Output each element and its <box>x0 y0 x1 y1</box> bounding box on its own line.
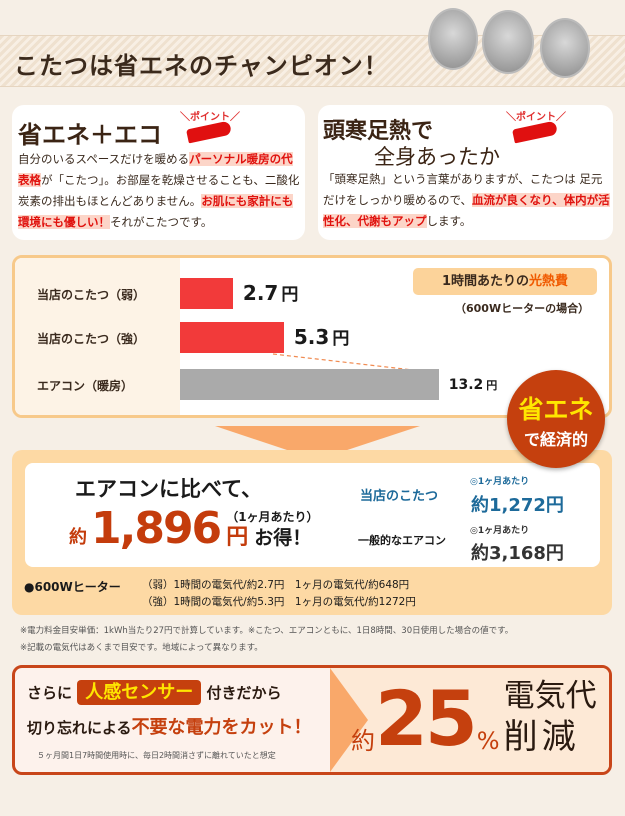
value-unit: 円 <box>332 329 350 349</box>
point-label: ＼ポイント／ <box>506 112 566 123</box>
value-number: 2.7 <box>242 281 279 305</box>
text: が「こたつ」。お部屋を乾燥させることも、二酸化炭素の排出もほとんどありません。 <box>18 173 300 208</box>
bar <box>180 278 233 309</box>
cat-image <box>482 10 534 74</box>
percent-sign: % <box>476 727 500 755</box>
row-label: エアコン（暖房） <box>37 379 134 393</box>
card-body: 自分のいるスペースだけを暖めるパーソナル暖房の代表格が「こたつ」。お部屋を乾燥さ… <box>18 149 302 233</box>
text: それがこたつです。 <box>110 215 213 229</box>
reduction-percent: 25 <box>375 674 478 763</box>
savings-suffix: （1ヶ月あたり） 円 お得！ <box>226 509 318 551</box>
yen-deal-row: 円 お得！ <box>226 525 318 551</box>
approx-label: 約 <box>351 727 375 755</box>
cat-image <box>540 18 590 78</box>
footnote: ※記載の電気代はあくまで目安です。地域によって異なります。 <box>20 643 263 653</box>
row-label: 当店のこたつ（弱） <box>37 288 146 302</box>
sensor-box: さらに 人感センサー 付きだから 切り忘れによる不要な電力をカット！ ５ヶ月間1… <box>12 665 612 775</box>
bar-value: 5.3 円 <box>294 324 349 349</box>
approx-label: 約 <box>69 527 87 548</box>
ac-label: 一般的なエアコン <box>358 534 446 547</box>
sensor-highlight: 人感センサー <box>77 680 202 705</box>
chart-legend: 1時間あたりの光熱費 <box>413 268 597 295</box>
footnote: ※電力料金目安単価：1kWh当たり27円で計算しています。※こたつ、エアコンとも… <box>20 626 514 636</box>
per-month-label: （1ヶ月あたり） <box>226 510 319 524</box>
label-column <box>15 258 180 415</box>
result-area <box>330 668 609 772</box>
bar-value: 13.2 円 <box>449 377 498 393</box>
heater-line: （強）1時間の電気代/約5.3円 1ヶ月の電気代/約1272円 <box>142 596 416 608</box>
text: 「頭寒足熱」という言葉がありますが、こたつは 足元だけをしっかり暖めるので、 <box>323 172 603 207</box>
cost-comparison-chart: 1時間あたりの光熱費 （600Wヒーターの場合） 当店のこたつ（弱） 2.7 円当… <box>12 255 612 418</box>
card-title: 頭寒足熱で <box>323 119 434 144</box>
value-unit: 円 <box>281 285 299 305</box>
value-number: 5.3 <box>293 325 330 349</box>
text: 切り忘れによる <box>27 719 132 737</box>
eco-card: 省エネ＋エコ ＼ポイント／ 自分のいるスペースだけを暖めるパーソナル暖房の代表格… <box>12 105 305 240</box>
reduction-row: 約 25 % 電気代 削減 <box>351 674 597 764</box>
bar <box>180 369 439 400</box>
reduction-label: 削減 <box>503 717 580 757</box>
savings-amount-row: 約 1,896 （1ヶ月あたり） 円 お得！ <box>69 503 319 555</box>
cat-image <box>428 8 478 70</box>
highlight: 不要な電力をカット！ <box>131 717 312 738</box>
value-number: 13.2 <box>448 377 484 393</box>
ac-note: ◎1ヶ月あたり <box>470 526 530 536</box>
savings-box: エアコンに比べて、 約 1,896 （1ヶ月あたり） 円 お得！ 当店のこたつ … <box>25 463 600 567</box>
ours-value: 約1,272円 <box>471 495 564 516</box>
bar <box>180 322 284 353</box>
row-label: 当店のこたつ（強） <box>37 332 146 346</box>
warmth-card: 頭寒足熱で 全身あったか ＼ポイント／ 「頭寒足熱」という言葉がありますが、こた… <box>318 105 613 240</box>
badge-line1: 省エネ <box>518 395 594 424</box>
heater-label: ●600Wヒーター <box>24 578 121 595</box>
page-title: こたつは省エネのチャンピオン！ <box>14 52 389 80</box>
card-title: 省エネ＋エコ <box>18 121 162 149</box>
text: します。 <box>426 214 472 228</box>
reduction-labels: 電気代 削減 <box>504 676 597 758</box>
legend-note: （600Wヒーターの場合） <box>455 302 590 315</box>
yen-unit: 円 <box>226 525 249 550</box>
eco-badge: 省エネ で経済的 <box>507 370 605 468</box>
card-body: 「頭寒足熱」という言葉がありますが、こたつは 足元だけをしっかり暖めるので、血流… <box>323 169 611 232</box>
text: さらに <box>27 684 73 702</box>
savings-panel: エアコンに比べて、 約 1,896 （1ヶ月あたり） 円 お得！ 当店のこたつ … <box>12 450 612 615</box>
heater-line: （弱）1時間の電気代/約2.7円 1ヶ月の電気代/約648円 <box>142 579 410 591</box>
sensor-line2: 切り忘れによる不要な電力をカット！ <box>27 716 312 740</box>
legend-highlight: 光熱費 <box>529 274 569 289</box>
text: 自分のいるスペースだけを暖める <box>18 152 190 166</box>
reduction-label: 電気代 <box>503 678 597 714</box>
point-label: ＼ポイント／ <box>180 112 240 123</box>
ac-value: 約3,168円 <box>471 543 564 564</box>
card-subtitle: 全身あったか <box>374 145 500 169</box>
pointing-hand-icon <box>186 120 232 144</box>
text: 付きだから <box>206 684 282 702</box>
sensor-footnote: ５ヶ月間1日7時間使用時に、毎日2時間消さずに離れていたと想定 <box>37 751 276 760</box>
chevron-right-icon <box>330 668 368 772</box>
deal-label: お得！ <box>254 527 312 549</box>
savings-amount: 1,896 <box>91 503 222 554</box>
compare-text: エアコンに比べて、 <box>75 477 263 501</box>
ours-label: 当店のこたつ <box>360 489 439 504</box>
ours-note: ◎1ヶ月あたり <box>470 477 530 487</box>
pointing-hand-icon <box>512 120 558 144</box>
value-unit: 円 <box>486 379 498 392</box>
badge-line2: で経済的 <box>523 430 588 449</box>
bar-value: 2.7 円 <box>243 280 298 305</box>
down-arrow-icon <box>215 426 420 460</box>
heater-text: ●600Wヒーター <box>24 580 121 594</box>
legend-text: 1時間あたりの <box>441 274 530 289</box>
sensor-line1: さらに 人感センサー 付きだから <box>27 680 282 706</box>
